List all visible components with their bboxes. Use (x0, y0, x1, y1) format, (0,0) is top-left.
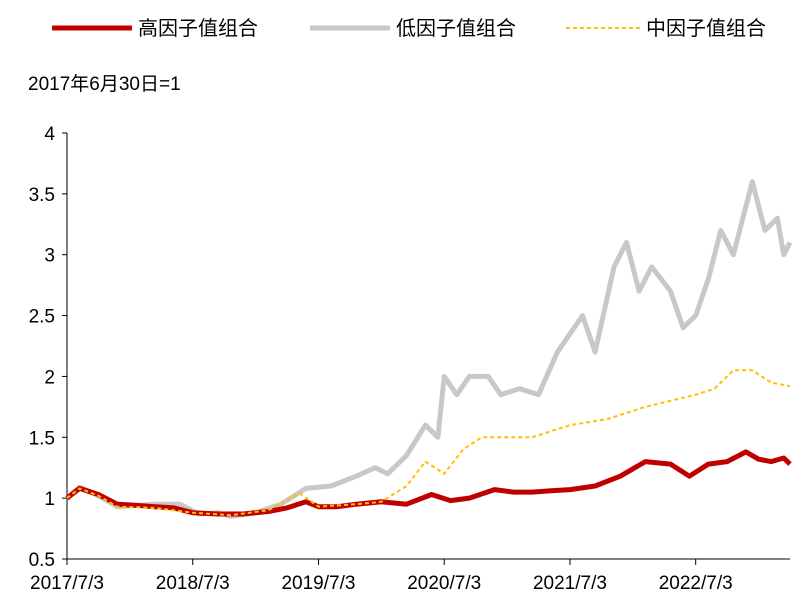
y-tick-label: 1.5 (29, 428, 55, 449)
series-lines (65, 179, 793, 519)
x-tick-label: 2019/7/3 (281, 573, 355, 594)
x-tick-label: 2022/7/3 (659, 573, 733, 594)
series-line-high (65, 449, 792, 517)
legend-label-high: 高因子值组合 (138, 17, 258, 40)
y-tick-label: 0.5 (29, 550, 55, 571)
legend-label-low: 低因子值组合 (396, 17, 516, 40)
legend-label-mid: 中因子值组合 (646, 17, 766, 40)
y-tick-label: 2 (44, 367, 55, 388)
x-tick-label: 2017/7/3 (30, 573, 104, 594)
y-tick-label: 3 (44, 246, 55, 267)
y-tick-label: 1 (44, 489, 55, 510)
y-tick-label: 3.5 (29, 185, 55, 206)
y-tick-label: 2.5 (29, 307, 55, 328)
series-line-mid (66, 369, 791, 517)
x-tick-label: 2020/7/3 (407, 573, 481, 594)
axes: 0.5 1 1.5 2 2.5 3 3.5 4 2017/7/3 2018/7/3 2019/7/3… (29, 124, 790, 594)
x-tick-label: 2021/7/3 (533, 573, 607, 594)
unit-note: 2017年6月30日=1 (28, 73, 181, 95)
legend: 高因子值组合 低因子值组合 中因子值组合 (52, 17, 766, 40)
y-tick-label: 4 (44, 124, 55, 145)
series-line-low (65, 179, 793, 519)
x-tick-label: 2018/7/3 (156, 573, 230, 594)
